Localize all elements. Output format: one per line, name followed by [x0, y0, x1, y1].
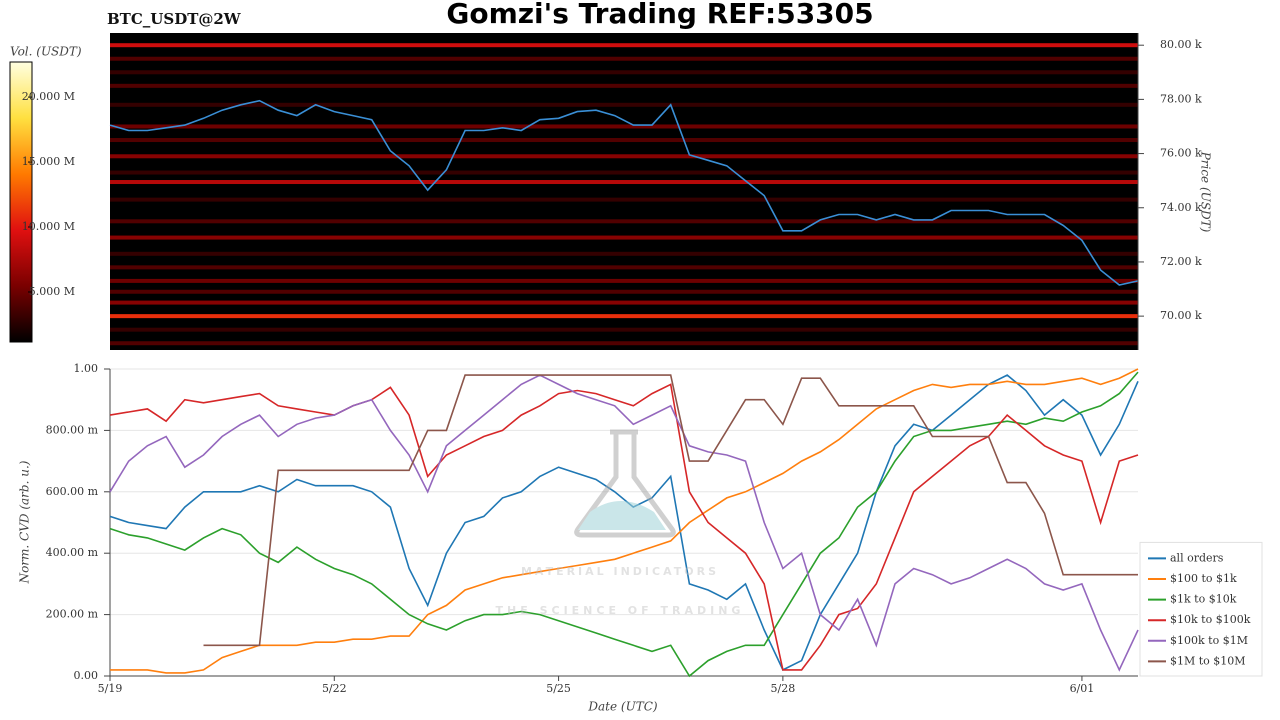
volume-level [110, 251, 1138, 256]
volume-level [110, 138, 1138, 143]
watermark-tagline: THE SCIENCE OF TRADING [496, 604, 745, 617]
y-tick-label: 0.00 [74, 669, 99, 682]
y-tick-label: 76.00 k [1160, 147, 1202, 160]
page-title: Gomzi's Trading REF:53305 [446, 0, 873, 30]
watermark-flask [574, 429, 676, 538]
legend-label: $1k to $10k [1170, 593, 1237, 606]
colorbar-tick-label: 10.000 M [22, 220, 75, 233]
colorbar [9, 61, 33, 343]
cvd-line [109, 374, 1139, 671]
volume-level [110, 327, 1138, 332]
volume-level [110, 56, 1138, 61]
volume-level [110, 102, 1138, 107]
y-tick-label: 400.00 m [46, 546, 99, 559]
y-tick-label: 78.00 k [1160, 92, 1202, 105]
x-tick-label: 6/01 [1070, 682, 1095, 695]
volume-level [110, 170, 1138, 175]
volume-level [110, 43, 1138, 48]
legend: all orders $100 to $1k $1k to $10k $10k to … [1139, 541, 1263, 677]
legend-label: $1M to $10M [1170, 654, 1246, 667]
volume-level [110, 124, 1138, 129]
volume-level [110, 314, 1138, 319]
volume-level [110, 180, 1138, 185]
price-axis-label: Price (USDT) [1199, 151, 1213, 233]
cvd-line [109, 374, 1139, 672]
y-tick-label: 200.00 m [46, 608, 99, 621]
legend-label: all orders [1170, 551, 1224, 564]
y-tick-label: 70.00 k [1160, 309, 1202, 322]
colorbar-tick-label: 5.000 M [29, 285, 75, 298]
legend-label: $100k to $1M [1170, 634, 1248, 647]
legend-label: $100 to $1k [1170, 572, 1237, 585]
volume-level [110, 154, 1138, 159]
volume-level [110, 235, 1138, 240]
watermark: MATERIAL INDICATORS THE SCIENCE OF TRADI… [496, 429, 745, 617]
y-tick-label: 1.00 [74, 362, 99, 375]
y-tick-label: 80.00 k [1160, 38, 1202, 51]
x-tick-label: 5/25 [546, 682, 571, 695]
date-axis-label: Date (UTC) [587, 700, 657, 714]
volume-level [110, 278, 1138, 283]
y-tick-label: 800.00 m [46, 423, 99, 436]
volume-level [110, 341, 1138, 346]
colorbar-tick-label: 15.000 M [22, 155, 75, 168]
instrument-label: BTC_USDT@2W [107, 10, 242, 28]
y-tick-label: 72.00 k [1160, 255, 1202, 268]
cvd-line [110, 368, 1139, 674]
volume-level [110, 265, 1138, 270]
cvd-line [109, 371, 1139, 678]
watermark-liquid [578, 501, 666, 530]
volume-level [110, 70, 1138, 75]
colorbar-tick-label: 20.000 M [22, 90, 75, 103]
legend-box [1139, 541, 1263, 677]
volume-level [110, 219, 1138, 224]
volume-level [110, 300, 1138, 305]
cvd-line [109, 383, 1139, 671]
y-tick-label: 600.00 m [46, 485, 99, 498]
cvd-axis-label: Norm. CVD (arb. u.) [18, 460, 32, 584]
colorbar-label: Vol. (USDT) [10, 45, 82, 59]
price-line [109, 99, 1139, 286]
volume-level [110, 197, 1138, 202]
legend-label: $10k to $100k [1170, 613, 1251, 626]
x-tick-label: 5/22 [322, 682, 347, 695]
volume-level [110, 83, 1138, 88]
x-tick-label: 5/28 [771, 682, 796, 695]
cvd-line [203, 374, 1138, 647]
watermark-name: MATERIAL INDICATORS [521, 565, 719, 578]
volume-level [110, 289, 1138, 294]
x-tick-label: 5/19 [98, 682, 123, 695]
y-tick-label: 74.00 k [1160, 201, 1202, 214]
